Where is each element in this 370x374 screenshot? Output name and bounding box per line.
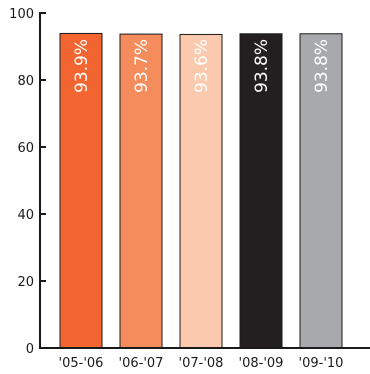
x-tick-label: '05-'06 [59,356,104,371]
bar [299,33,343,349]
y-tick-label: 100 [9,7,34,22]
bar [119,33,163,349]
y-tick-label: 60 [17,141,34,156]
bar [179,33,223,349]
data-label: 93.8% [252,39,272,93]
x-tick-label: '06-'07 [119,356,164,371]
x-tick-label: '07-'08 [179,356,224,371]
bar [59,32,103,349]
y-axis-ticks: 0 20 40 60 80 100 [9,7,46,357]
y-tick-label: 20 [17,275,34,290]
data-label: 93.7% [132,39,152,93]
y-tick-label: 0 [26,342,34,357]
data-label: 93.8% [312,39,332,93]
y-tick-label: 80 [17,74,34,89]
x-tick-label: '08-'09 [239,356,284,371]
bar [239,33,283,349]
data-label: 93.6% [192,39,212,93]
bars: 93.9% 93.7% 93.6% 93.8% 93.8% [59,32,343,349]
y-tick-label: 40 [17,208,34,223]
data-label: 93.9% [72,39,92,93]
x-axis-ticks: '05-'06 '06-'07 '07-'08 '08-'09 '09-'10 [59,356,344,371]
x-tick-label: '09-'10 [299,356,344,371]
